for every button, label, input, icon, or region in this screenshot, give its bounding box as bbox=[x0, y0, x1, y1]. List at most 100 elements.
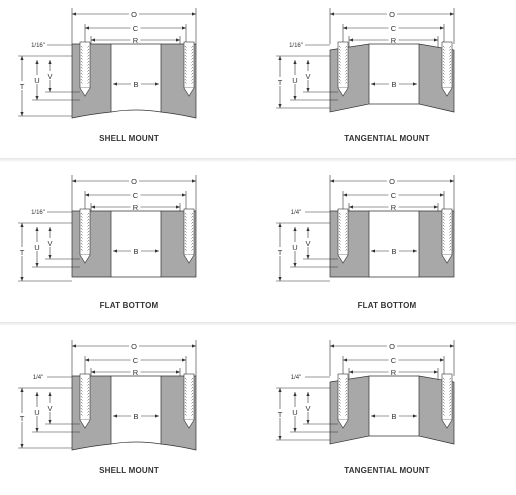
thread-mark bbox=[191, 54, 194, 57]
dim-t-label: T bbox=[20, 248, 25, 257]
thread-mark bbox=[338, 227, 341, 230]
dim-v-arrow-bottom bbox=[48, 420, 52, 424]
thread-mark bbox=[184, 380, 187, 383]
thread-mark bbox=[87, 218, 90, 221]
dim-v-label-bg bbox=[304, 238, 312, 247]
thread-mark bbox=[184, 45, 187, 48]
thread-mark bbox=[184, 212, 187, 215]
thread-mark bbox=[80, 221, 83, 224]
dim-v-arrow-bottom bbox=[48, 88, 52, 92]
thread-mark bbox=[80, 239, 83, 242]
thread-mark bbox=[191, 242, 194, 245]
thread-mark bbox=[87, 389, 90, 392]
dim-r-arrow-left bbox=[349, 205, 353, 209]
thread-mark bbox=[191, 386, 194, 389]
thread-mark bbox=[191, 69, 194, 72]
dim-u-arrow-top bbox=[35, 392, 39, 396]
dim-r-label: R bbox=[133, 36, 139, 45]
dim-r-arrow-right bbox=[434, 370, 438, 374]
thread-mark bbox=[87, 72, 90, 75]
dim-c-label-bg bbox=[388, 355, 399, 364]
thread-mark bbox=[80, 218, 83, 221]
thread-mark bbox=[338, 389, 341, 392]
thread-mark bbox=[338, 407, 341, 410]
thread-mark bbox=[184, 51, 187, 54]
thread-mark bbox=[191, 401, 194, 404]
thread-mark bbox=[191, 215, 194, 218]
dim-r-arrow-left bbox=[91, 38, 95, 42]
thread-mark bbox=[80, 392, 83, 395]
thread-mark bbox=[442, 383, 445, 386]
thread-mark bbox=[80, 212, 83, 215]
thread-mark bbox=[87, 54, 90, 57]
bore-bottom-curve bbox=[110, 441, 162, 445]
dim-o-label: O bbox=[131, 177, 137, 186]
thread-mark bbox=[449, 75, 452, 78]
dim-c-label-bg bbox=[130, 23, 141, 32]
thread-mark bbox=[449, 236, 452, 239]
thread-mark bbox=[338, 410, 341, 413]
panel-flat-bottom-2: O C R B 1/4" T U V FLAT BOTTOM bbox=[258, 167, 516, 330]
dim-r-label-bg bbox=[388, 35, 399, 44]
thread-mark bbox=[345, 404, 348, 407]
thread-mark bbox=[80, 386, 83, 389]
bolt-hole-right bbox=[441, 373, 453, 421]
thread-mark bbox=[191, 81, 194, 84]
thread-mark bbox=[191, 224, 194, 227]
panel-caption: SHELL MOUNT bbox=[99, 134, 159, 143]
panel-caption: SHELL MOUNT bbox=[99, 466, 159, 475]
bolt-hole-right bbox=[183, 208, 195, 256]
thread-mark bbox=[345, 401, 348, 404]
dim-t-arrow-bottom bbox=[278, 436, 282, 440]
thread-mark bbox=[338, 69, 341, 72]
dim-c-label-bg bbox=[130, 355, 141, 364]
dim-b-label-bg bbox=[389, 79, 399, 88]
thread-mark bbox=[338, 239, 341, 242]
thread-mark bbox=[338, 221, 341, 224]
thread-mark bbox=[449, 63, 452, 66]
dim-b-arrow-left bbox=[113, 249, 117, 253]
thread-mark bbox=[184, 377, 187, 380]
thread-mark bbox=[191, 398, 194, 401]
thread-mark bbox=[449, 221, 452, 224]
thread-mark bbox=[449, 66, 452, 69]
thread-mark bbox=[184, 398, 187, 401]
thread-mark bbox=[442, 215, 445, 218]
thread-mark bbox=[338, 383, 341, 386]
dim-u-label-bg bbox=[33, 242, 41, 251]
thread-mark bbox=[191, 248, 194, 251]
bolt-hole-tip-right bbox=[441, 254, 453, 264]
thread-mark bbox=[87, 398, 90, 401]
thread-mark bbox=[442, 407, 445, 410]
bolt-hole-tip-right bbox=[183, 87, 195, 97]
dim-r-label: R bbox=[133, 368, 139, 377]
thread-mark bbox=[184, 75, 187, 78]
dim-o-arrow-right bbox=[450, 12, 454, 16]
dim-u-arrow-bottom bbox=[293, 263, 297, 267]
thread-mark bbox=[80, 60, 83, 63]
thread-mark bbox=[338, 242, 341, 245]
panel-caption: FLAT BOTTOM bbox=[99, 301, 159, 310]
dim-r-label: R bbox=[391, 368, 397, 377]
thread-mark bbox=[191, 51, 194, 54]
thread-mark bbox=[449, 57, 452, 60]
thread-mark bbox=[345, 75, 348, 78]
dim-u-label: U bbox=[292, 408, 297, 417]
bolt-hole-tip-left bbox=[79, 419, 91, 429]
thread-mark bbox=[87, 230, 90, 233]
dim-r-label: R bbox=[391, 203, 397, 212]
thread-mark bbox=[442, 63, 445, 66]
panel-shell-mount-2: O C R B 1/4" T U V SHELL MOUNT bbox=[0, 332, 258, 495]
bolt-hole-right bbox=[183, 41, 195, 89]
panel-tangential-mount-1: O C R B 1/16" T U V TANGENTIAL MOUNT bbox=[258, 0, 516, 163]
bore-bottom-curve bbox=[110, 109, 162, 113]
dim-c-arrow-left bbox=[343, 26, 347, 30]
dim-c-arrow-right bbox=[182, 26, 186, 30]
thread-mark bbox=[184, 239, 187, 242]
thread-mark bbox=[449, 413, 452, 416]
panel-tangential-mount-2: O C R B 1/4" T U V TANGENTIAL MOUNT bbox=[258, 332, 516, 495]
thread-mark bbox=[338, 401, 341, 404]
thread-mark bbox=[87, 377, 90, 380]
thread-mark bbox=[442, 81, 445, 84]
dim-v-label-bg bbox=[46, 71, 54, 80]
